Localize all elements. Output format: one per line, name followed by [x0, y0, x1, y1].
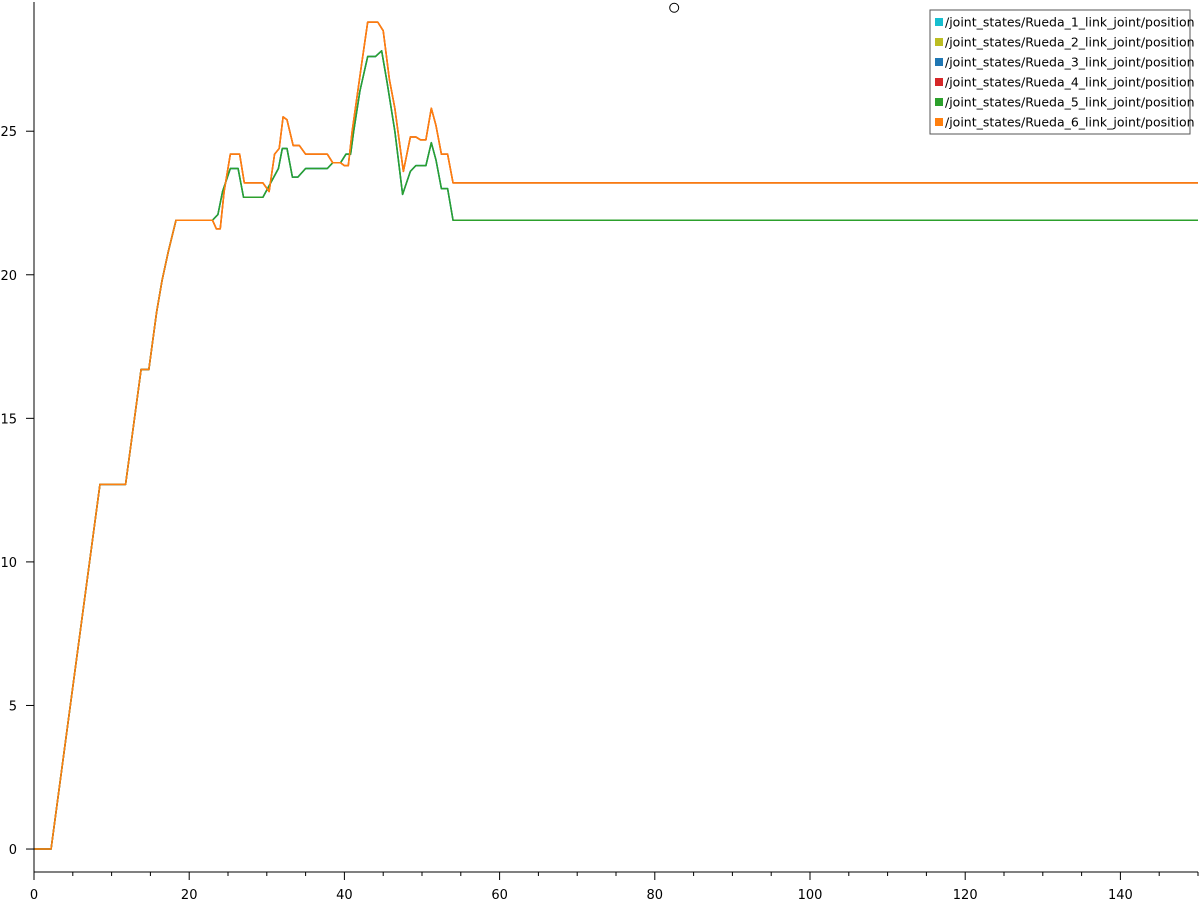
legend: /joint_states/Rueda_1_link_joint/positio…	[929, 9, 1195, 135]
y-tick-label: 20	[0, 269, 17, 284]
legend-label: /joint_states/Rueda_6_link_joint/positio…	[945, 115, 1195, 130]
y-tick-label: 5	[9, 699, 17, 714]
x-tick-label: 20	[181, 888, 198, 900]
x-tick-label: 60	[491, 888, 508, 900]
legend-swatch	[935, 98, 943, 106]
x-tick-label: 0	[30, 888, 38, 900]
x-tick-label: 40	[336, 888, 353, 900]
y-tick-label: 10	[0, 556, 17, 571]
series-line-3	[34, 50, 1198, 850]
y-tick-label: 15	[0, 412, 17, 427]
series-line-2	[34, 21, 1198, 850]
legend-swatch	[935, 38, 943, 46]
y-tick-label: 25	[0, 125, 17, 140]
x-tick-label: 120	[953, 888, 978, 900]
legend-swatch	[935, 78, 943, 86]
series-line-4	[34, 21, 1198, 850]
legend-label: /joint_states/Rueda_5_link_joint/positio…	[945, 95, 1195, 110]
x-tick-label: 80	[647, 888, 664, 900]
legend-label: /joint_states/Rueda_1_link_joint/positio…	[945, 15, 1195, 30]
legend-label: /joint_states/Rueda_3_link_joint/positio…	[945, 55, 1195, 70]
legend-entries: /joint_states/Rueda_1_link_joint/positio…	[935, 15, 1195, 130]
x-tick-label: 100	[798, 888, 823, 900]
series-line-1	[34, 50, 1198, 850]
y-ticks: 0 5 10 15 20 25	[0, 125, 34, 858]
x-ticks: 0 20 40 60 80 100 120 140	[30, 872, 1199, 900]
legend-swatch	[935, 118, 943, 126]
series-line-6	[34, 21, 1198, 850]
legend-swatch	[935, 18, 943, 26]
y-tick-label: 0	[9, 843, 17, 858]
series-layer	[34, 21, 1198, 850]
legend-box	[929, 9, 1191, 135]
series-line-5	[34, 50, 1198, 850]
legend-label: /joint_states/Rueda_4_link_joint/positio…	[945, 75, 1195, 90]
marker-point	[669, 2, 680, 13]
legend-swatch	[935, 58, 943, 66]
legend-label: /joint_states/Rueda_2_link_joint/positio…	[945, 35, 1195, 50]
x-tick-label: 140	[1108, 888, 1133, 900]
